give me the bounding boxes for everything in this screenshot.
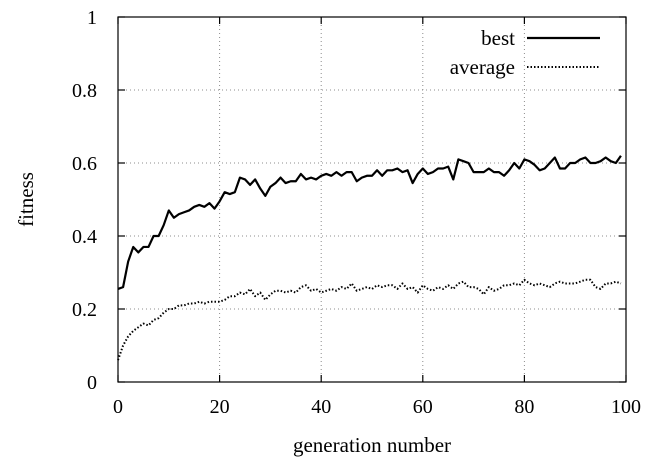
- x-tick-label: 100: [611, 396, 641, 418]
- plot-frame: [117, 16, 627, 383]
- plot-series: [117, 155, 622, 361]
- x-tick-label: 60: [413, 396, 433, 418]
- axis-ticks: [117, 16, 627, 383]
- x-tick-label: 80: [514, 396, 534, 418]
- tick-labels: 0 20 40 60 80 100 0 0.2 0.4 0.6 0.8 1: [72, 7, 641, 418]
- y-tick-label: 0: [87, 372, 97, 394]
- y-tick-label: 0.2: [72, 299, 97, 321]
- y-tick-label: 0.4: [72, 226, 97, 248]
- x-tick-label: 0: [113, 396, 123, 418]
- y-tick-label: 0.6: [72, 153, 97, 175]
- x-tick-label: 20: [210, 396, 230, 418]
- y-tick-label: 0.8: [72, 80, 97, 102]
- series-line-best: [117, 155, 622, 290]
- grid: [118, 17, 626, 382]
- series-line-average: [117, 278, 622, 361]
- x-axis-label: generation number: [293, 433, 451, 457]
- y-tick-label: 1: [87, 7, 97, 29]
- legend-label-best: best: [481, 26, 515, 50]
- legend-label-average: average: [450, 55, 515, 79]
- legend: best average: [450, 26, 600, 79]
- x-tick-label: 40: [311, 396, 331, 418]
- y-axis-label: fitness: [14, 172, 38, 227]
